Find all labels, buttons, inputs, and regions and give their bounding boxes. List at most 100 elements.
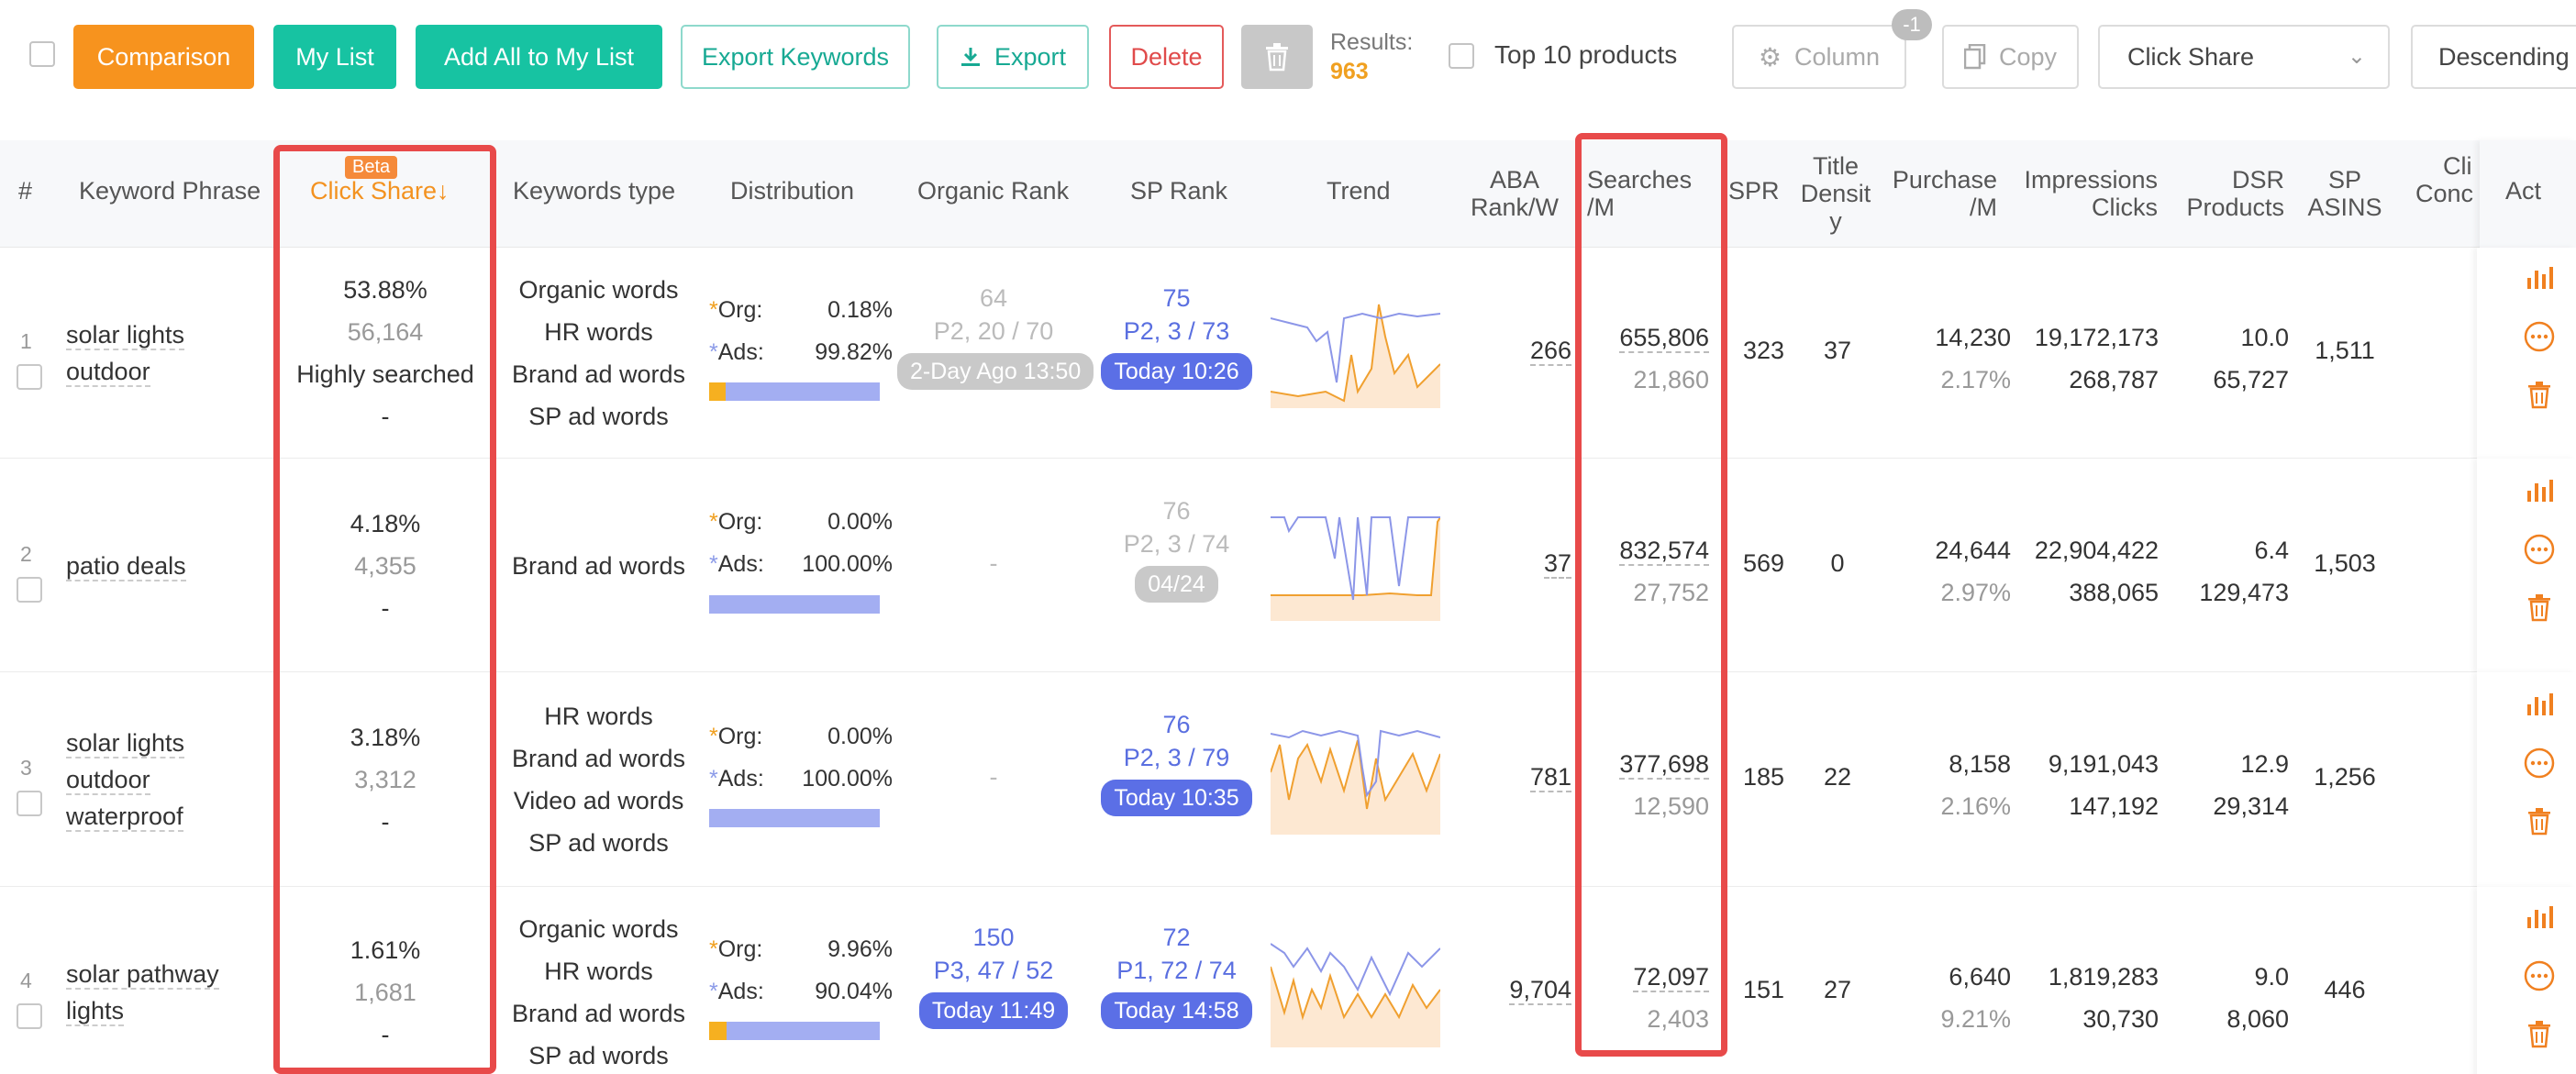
more-options-icon[interactable]: [2523, 320, 2556, 353]
trend-sparkline[interactable]: [1271, 939, 1440, 1047]
org-label: Org:: [717, 296, 763, 323]
click-share-cell: 53.88% 56,164 Highly searched -: [275, 269, 495, 437]
col-title-density[interactable]: Title Densit y: [1798, 152, 1873, 235]
row-checkbox[interactable]: [17, 1003, 42, 1029]
distribution-bar: [709, 594, 880, 614]
trend-sparkline[interactable]: [1271, 300, 1440, 408]
col-sp-rank[interactable]: SP Rank: [1130, 177, 1228, 205]
chart-icon[interactable]: [2523, 688, 2556, 721]
delete-row-icon[interactable]: [2523, 592, 2556, 625]
col-impressions[interactable]: Impressions Clicks: [2009, 166, 2158, 221]
keyword-line: solar lights: [66, 729, 185, 758]
purchase-cell: 14,230 2.17%: [1890, 316, 2011, 401]
keyword-phrase[interactable]: solar lights outdoor waterproof: [66, 725, 185, 835]
keyword-type-item: Organic words: [518, 915, 679, 943]
searches-cell: 655,806 21,860: [1587, 316, 1709, 401]
export-button[interactable]: Export: [937, 25, 1089, 89]
products-value: 8,060: [2226, 1005, 2289, 1033]
distribution-bar: [709, 1022, 880, 1040]
chart-icon[interactable]: [2523, 261, 2556, 294]
col-title-line1: Title: [1812, 152, 1859, 180]
click-share-pct: 1.61%: [350, 936, 421, 964]
row-checkbox[interactable]: [17, 364, 42, 390]
sort-order-select[interactable]: Descending: [2411, 25, 2576, 89]
results-summary: Results: 963: [1330, 28, 1413, 86]
export-label: Export: [994, 42, 1067, 71]
col-sp-line2: ASINS: [2307, 194, 2382, 221]
column-button[interactable]: ⚙ Column: [1732, 25, 1906, 89]
impressions-cell: 22,904,422 388,065: [2014, 529, 2159, 614]
export-keywords-button[interactable]: Export Keywords: [681, 25, 910, 89]
col-aba-rank[interactable]: ABA Rank/W: [1464, 166, 1565, 221]
click-share-cell: 4.18% 4,355 -: [275, 503, 495, 629]
trend-line-orange: [1271, 739, 1440, 810]
trash-button[interactable]: [1241, 25, 1313, 89]
aba-rank-cell[interactable]: 781: [1468, 763, 1571, 792]
sp-rank-cell: 76 P2, 3 / 74 04/24: [1092, 494, 1261, 603]
keyword-phrase[interactable]: patio deals: [66, 548, 186, 584]
clicks-value: 388,065: [2069, 578, 2159, 606]
trend-sparkline[interactable]: [1271, 726, 1440, 835]
delete-row-icon[interactable]: [2523, 805, 2556, 838]
col-sp-asins[interactable]: SP ASINS: [2299, 166, 2391, 221]
row-checkbox[interactable]: [17, 791, 42, 816]
table-header: # Keyword Phrase Beta Click Share↓ Keywo…: [0, 140, 2576, 248]
organic-rank-cell: 150 P3, 47 / 52 Today 11:49: [897, 921, 1090, 1029]
delete-button[interactable]: Delete: [1109, 25, 1224, 89]
table-row: 1 solar lights outdoor 53.88% 56,164 Highly s…: [0, 248, 2576, 459]
delete-row-icon[interactable]: [2523, 1018, 2556, 1051]
click-share-highlight: [273, 145, 496, 1074]
row-index: 3: [20, 756, 32, 780]
sort-order-value: Descending: [2438, 42, 2570, 71]
more-options-icon[interactable]: [2523, 747, 2556, 780]
aba-rank-cell[interactable]: 266: [1468, 337, 1571, 366]
searches-sub-value: 12,590: [1633, 792, 1709, 820]
col-dsr[interactable]: DSR Products: [2165, 166, 2284, 221]
keyword-line: outdoor: [66, 358, 150, 387]
keyword-phrase[interactable]: solar lights outdoor: [66, 316, 185, 390]
col-organic-rank[interactable]: Organic Rank: [917, 177, 1070, 205]
copy-button[interactable]: Copy: [1942, 25, 2079, 89]
col-purchase[interactable]: Purchase /M: [1887, 166, 1997, 221]
impressions-value: 19,172,173: [2034, 324, 2159, 351]
keyword-phrase[interactable]: solar pathway lights: [66, 956, 219, 1029]
row-checkbox[interactable]: [17, 576, 42, 603]
keyword-line: solar pathway: [66, 960, 219, 990]
col-searches[interactable]: Searches /M: [1587, 166, 1692, 221]
organic-rank-time: 2-Day Ago 13:50: [897, 353, 1094, 390]
aba-rank-cell[interactable]: 37: [1468, 548, 1571, 579]
sp-rank-value: 72: [1162, 924, 1191, 951]
col-click-concentration[interactable]: Cli Conc: [2415, 152, 2480, 207]
col-spr[interactable]: SPR: [1728, 177, 1780, 205]
my-list-button[interactable]: My List: [273, 25, 396, 89]
click-share-cell: 3.18% 3,312 -: [275, 716, 495, 843]
col-click-share[interactable]: Click Share↓: [310, 177, 450, 205]
aba-rank-value: 781: [1529, 763, 1571, 792]
more-options-icon[interactable]: [2523, 959, 2556, 992]
impressions-cell: 1,819,283 30,730: [2014, 956, 2159, 1040]
comparison-button[interactable]: Comparison: [73, 25, 254, 89]
col-index: #: [18, 177, 33, 205]
ads-star-icon: *: [709, 765, 718, 792]
results-count: 963: [1330, 59, 1369, 84]
top10-checkbox[interactable]: [1449, 43, 1474, 69]
trend-sparkline[interactable]: [1271, 513, 1440, 621]
trend-area: [1271, 516, 1440, 621]
more-options-icon[interactable]: [2523, 533, 2556, 566]
purchase-rate: 2.17%: [1940, 366, 2011, 393]
purchase-rate: 2.97%: [1940, 578, 2011, 606]
sort-field-select[interactable]: Click Share ⌄: [2098, 25, 2390, 89]
chart-icon[interactable]: [2523, 901, 2556, 934]
col-impressions-line1: Impressions: [2024, 166, 2158, 194]
impressions-cell: 9,191,043 147,192: [2014, 743, 2159, 827]
trend-line-blue: [1271, 729, 1440, 798]
products-value: 29,314: [2213, 792, 2289, 820]
click-share-dash: -: [381, 593, 390, 622]
col-actions-header: Act: [2480, 140, 2576, 248]
aba-rank-cell[interactable]: 9,704: [1468, 976, 1571, 1005]
select-all-checkbox[interactable]: [29, 41, 55, 67]
delete-row-icon[interactable]: [2523, 379, 2556, 412]
col-keyword[interactable]: Keyword Phrase: [79, 177, 261, 205]
chart-icon[interactable]: [2523, 474, 2556, 507]
add-all-to-my-list-button[interactable]: Add All to My List: [416, 25, 662, 89]
